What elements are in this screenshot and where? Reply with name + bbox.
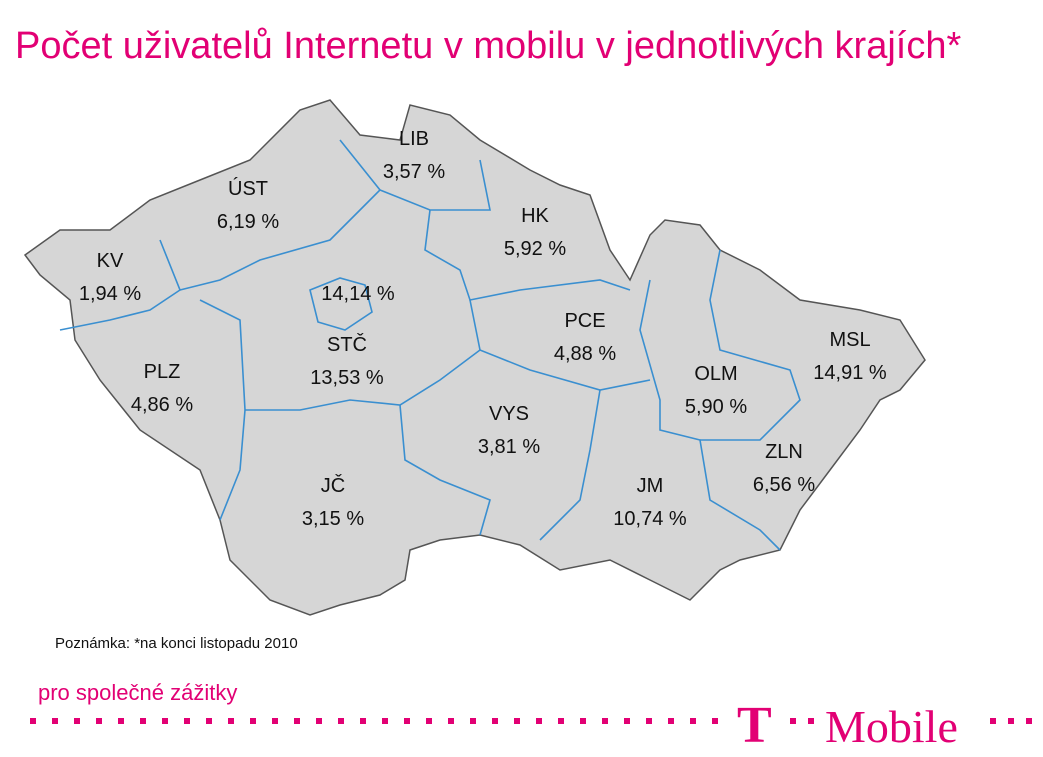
dot	[294, 718, 300, 724]
region-border	[539, 389, 601, 541]
region-share: 5,90 %	[685, 396, 747, 418]
title: Počet uživatelů Internetu v mobilu v jed…	[15, 25, 961, 67]
dot	[162, 718, 168, 724]
region-border	[309, 277, 373, 331]
dot	[1026, 718, 1032, 724]
dot	[690, 718, 696, 724]
dotted-line	[30, 718, 1032, 724]
region-code: VYS	[489, 403, 529, 425]
region-share: 3,57 %	[383, 161, 445, 183]
region-border	[245, 349, 651, 411]
region-share: 10,74 %	[613, 508, 687, 530]
dot	[646, 718, 652, 724]
region-code: LIB	[399, 128, 429, 150]
region-share: 6,19 %	[217, 211, 279, 233]
dot	[668, 718, 674, 724]
note: Poznámka: *na konci listopadu 2010	[55, 635, 298, 652]
region-share: 14,14 %	[321, 283, 395, 305]
dot	[470, 718, 476, 724]
logo-word: Mobile	[825, 701, 958, 752]
country-outline	[23, 99, 926, 616]
dot	[228, 718, 234, 724]
region-code: STČ	[327, 333, 367, 356]
region-share: 5,92 %	[504, 238, 566, 260]
dot	[74, 718, 80, 724]
region-code: PCE	[564, 310, 605, 332]
region-share: 1,94 %	[79, 283, 141, 305]
region-border	[639, 279, 781, 551]
region-share: 3,81 %	[478, 436, 540, 458]
dot	[272, 718, 278, 724]
region-border	[59, 239, 181, 331]
dot	[1008, 718, 1014, 724]
dot	[492, 718, 498, 724]
map	[23, 99, 926, 616]
dot	[316, 718, 322, 724]
region-border	[399, 404, 491, 536]
dot	[808, 718, 814, 724]
region-code: OLM	[694, 363, 737, 385]
dot	[602, 718, 608, 724]
dot	[558, 718, 564, 724]
region-share: 3,15 %	[302, 508, 364, 530]
region-share: 6,56 %	[753, 474, 815, 496]
dot	[338, 718, 344, 724]
dot	[990, 718, 996, 724]
region-share: 14,91 %	[813, 362, 887, 384]
region-code: JČ	[321, 474, 345, 497]
region-border	[379, 159, 491, 211]
dot	[404, 718, 410, 724]
dot	[140, 718, 146, 724]
region-border	[469, 299, 481, 351]
dot	[206, 718, 212, 724]
dot	[580, 718, 586, 724]
dot	[712, 718, 718, 724]
slogan: pro společné zážitky	[38, 680, 237, 705]
region-code: HK	[521, 205, 549, 227]
dot	[96, 718, 102, 724]
dot	[382, 718, 388, 724]
dot	[184, 718, 190, 724]
dot	[118, 718, 124, 724]
dot	[624, 718, 630, 724]
region-share: 13,53 %	[310, 367, 384, 389]
dot	[426, 718, 432, 724]
region-code: PLZ	[144, 361, 181, 383]
dot	[536, 718, 542, 724]
dot	[514, 718, 520, 724]
region-code: ÚST	[228, 177, 268, 200]
dot	[790, 718, 796, 724]
dot	[448, 718, 454, 724]
dot	[360, 718, 366, 724]
region-code: ZLN	[765, 441, 803, 463]
region-code: MSL	[829, 329, 870, 351]
dot	[250, 718, 256, 724]
dot	[52, 718, 58, 724]
region-code: KV	[97, 250, 124, 272]
region-code: JM	[637, 475, 664, 497]
region-share: 4,86 %	[131, 394, 193, 416]
region-share: 4,88 %	[554, 343, 616, 365]
region-border	[700, 249, 801, 441]
dot	[30, 718, 36, 724]
logo-letter: T	[737, 697, 772, 754]
